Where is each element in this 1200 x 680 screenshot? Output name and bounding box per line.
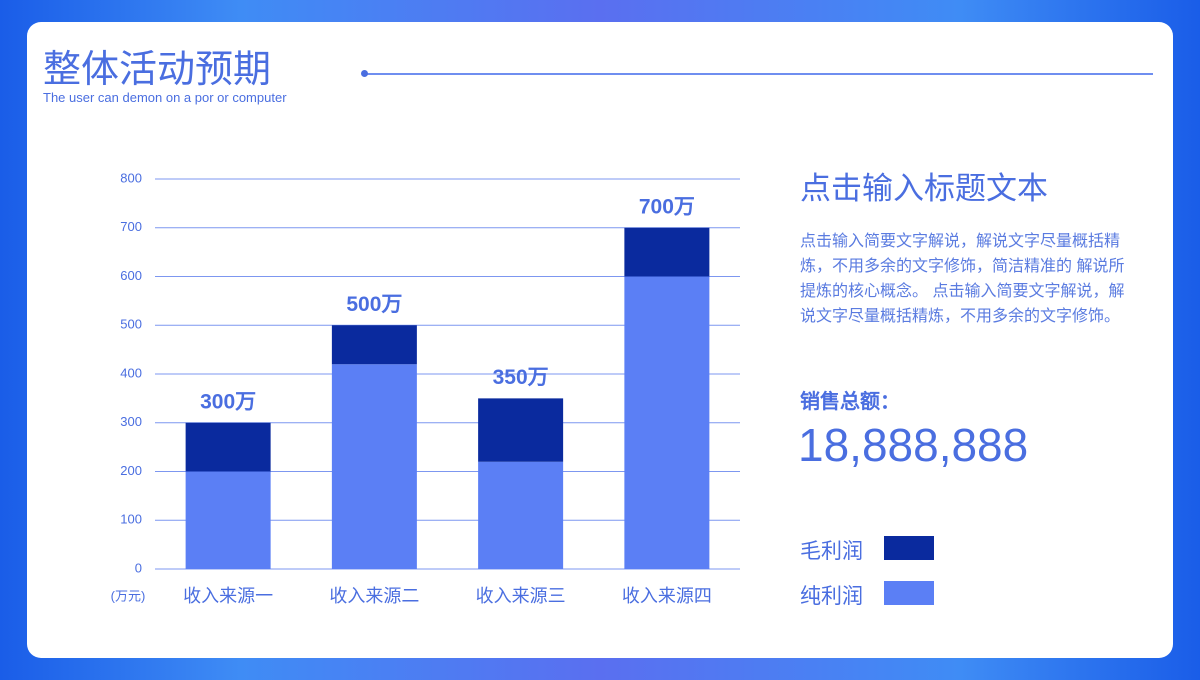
y-tick-label: 100	[120, 512, 142, 527]
x-tick-label: 收入来源一	[183, 586, 273, 606]
total-label: 300万	[200, 390, 256, 413]
y-tick-label: 200	[120, 463, 142, 478]
y-tick-label: 500	[120, 317, 142, 332]
total-label: 500万	[346, 293, 402, 316]
bar-segment	[331, 364, 417, 569]
bar-segment	[624, 276, 710, 569]
y-tick-label: 0	[135, 560, 142, 575]
x-tick-label: 收入来源四	[622, 586, 712, 606]
total-label: 350万	[493, 366, 549, 389]
bar-segment	[185, 471, 271, 569]
slide-subtitle: The user can demon on a por or computer	[43, 90, 287, 105]
x-tick-label: 收入来源三	[476, 586, 566, 606]
panel-title: 点击输入标题文本	[800, 171, 1048, 206]
y-tick-label: 300	[120, 414, 142, 429]
rule-dot	[361, 70, 368, 77]
bar-segment	[624, 227, 710, 277]
legend-swatch	[884, 581, 934, 605]
y-tick-label: 600	[120, 268, 142, 283]
total-label: 700万	[639, 195, 695, 218]
bar-segment	[478, 398, 564, 462]
x-tick-label: 收入来源二	[329, 586, 419, 606]
y-tick-label: 800	[120, 170, 142, 185]
bar-segment	[331, 325, 417, 365]
legend-label: 毛利润	[800, 540, 863, 563]
sales-label: 销售总额：	[800, 391, 900, 413]
y-tick-label: 400	[120, 365, 142, 380]
title-rule	[365, 73, 1153, 75]
legend-label: 纯利润	[800, 585, 863, 608]
slide-title: 整体活动预期	[43, 49, 272, 91]
sales-value: 18,888,888	[798, 419, 1029, 471]
y-tick-label: 700	[120, 219, 142, 234]
legend-swatch	[884, 536, 934, 560]
y-unit-label: (万元)	[111, 588, 146, 603]
bar-segment	[478, 461, 564, 569]
bar-segment	[185, 422, 271, 472]
panel-text: 点击输入简要文字解说，解说文字尽量概括精炼，不用多余的文字修饰，简洁精准的 解说…	[800, 233, 1125, 325]
